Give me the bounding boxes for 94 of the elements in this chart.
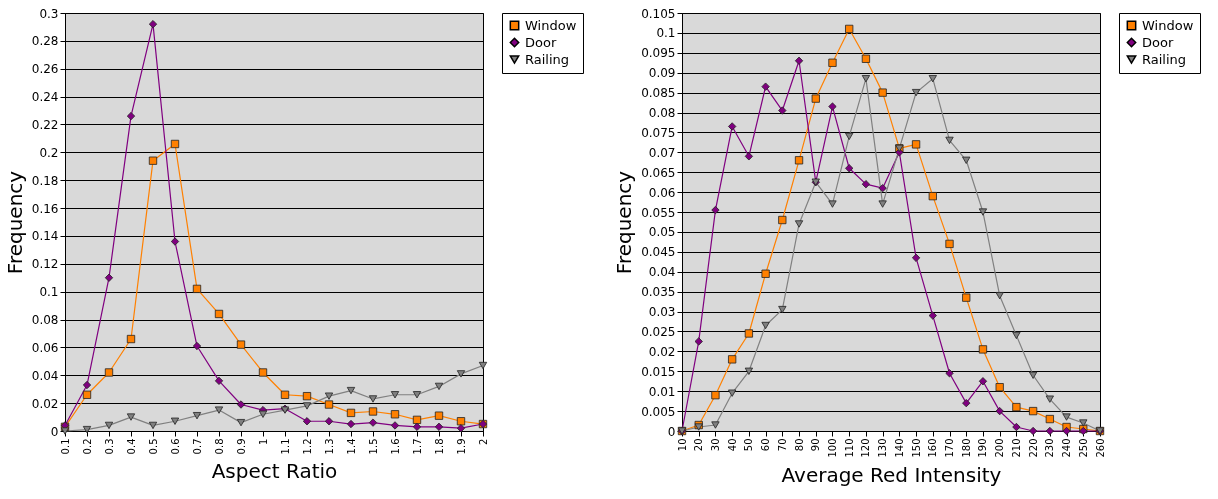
x-tick-label: 0.4	[125, 438, 137, 455]
x-tick-label: 70	[776, 438, 788, 452]
y-tick-label: 0.085	[641, 86, 676, 101]
y-tick-label: 0.07	[648, 145, 676, 160]
x-tick-label: 50	[743, 438, 755, 452]
x-tick-label: 0.8	[213, 438, 225, 455]
x-axis-title: Aspect Ratio	[211, 459, 338, 484]
x-tick-label: 0.9	[235, 438, 247, 455]
y-tick-label: 0.14	[31, 229, 59, 244]
x-tick-label: 1.5	[367, 438, 379, 455]
legend-label: Railing	[525, 51, 570, 67]
y-tick-label: 0.045	[641, 245, 676, 260]
x-tick-label: 190	[977, 438, 989, 458]
y-tick-label: 0.26	[31, 62, 59, 77]
x-tick-label: 10	[676, 438, 688, 452]
x-tick-label: 0.5	[147, 438, 159, 455]
y-tick-label: 0.1	[656, 26, 676, 41]
x-tick-label: 0.2	[81, 438, 93, 455]
y-tick-label: 0.28	[31, 34, 59, 49]
x-tick-label: 2	[477, 438, 489, 445]
y-tick-label: 0.015	[641, 364, 676, 379]
x-tick-label: 1.8	[433, 438, 445, 455]
x-tick-label: 100	[826, 438, 838, 458]
x-tick-label: 1.1	[279, 438, 291, 455]
y-tick-label: 0.025	[641, 324, 676, 339]
y-tick-label: 0.02	[648, 344, 676, 359]
y-axis-title: Frequency	[2, 170, 27, 275]
x-tick-label: 1.7	[411, 438, 423, 455]
legend-label: Window	[1142, 17, 1194, 33]
y-tick-label: 0.16	[31, 201, 59, 216]
y-tick-label: 0.08	[648, 106, 676, 121]
x-tick-label: 120	[860, 438, 872, 458]
x-tick-label: 80	[793, 438, 805, 452]
y-tick-label: 0.105	[641, 6, 676, 21]
y-tick-label: 0.065	[641, 165, 676, 180]
x-tick-label: 30	[709, 438, 721, 452]
x-tick-label: 1.6	[389, 438, 401, 455]
y-tick-label: 0.06	[31, 340, 59, 355]
x-tick-label: 0.3	[103, 438, 115, 455]
legend-label: Window	[525, 17, 577, 33]
y-tick-label: 0.22	[31, 117, 59, 132]
legend-label: Railing	[1142, 51, 1187, 67]
y-tick-label: 0.075	[641, 125, 676, 140]
x-tick-label: 130	[877, 438, 889, 458]
y-tick-label: 0.3	[39, 6, 59, 21]
x-tick-label: 0.7	[191, 438, 203, 455]
y-tick-label: 0.08	[31, 313, 59, 328]
y-tick-label: 0.04	[648, 265, 676, 280]
y-tick-label: 0.055	[641, 205, 676, 220]
y-tick-label: 0.2	[39, 145, 59, 160]
x-tick-label: 220	[1027, 438, 1039, 458]
x-tick-label: 1.9	[455, 438, 467, 455]
x-tick-label: 210	[1010, 438, 1022, 458]
x-tick-label: 1.4	[345, 438, 357, 455]
y-tick-label: 0.24	[31, 90, 59, 105]
x-tick-label: 60	[760, 438, 772, 452]
x-tick-label: 1.3	[323, 438, 335, 455]
y-tick-label: 0.02	[31, 396, 59, 411]
x-tick-label: 0.6	[169, 438, 181, 455]
y-tick-label: 0.01	[648, 384, 676, 399]
y-tick-label: 0	[50, 424, 59, 439]
x-tick-label: 140	[893, 438, 905, 458]
x-tick-label: 150	[910, 438, 922, 458]
x-tick-label: 1	[257, 438, 269, 445]
y-tick-label: 0	[667, 424, 676, 439]
x-tick-label: 20	[693, 438, 705, 452]
y-axis-title: Frequency	[612, 170, 637, 275]
x-tick-label: 250	[1077, 438, 1089, 458]
legend-label: Door	[525, 34, 557, 50]
x-tick-label: 170	[944, 438, 956, 458]
y-tick-label: 0.1	[39, 285, 59, 300]
x-tick-label: 200	[994, 438, 1006, 458]
y-tick-label: 0.03	[648, 305, 676, 320]
y-tick-label: 0.09	[648, 66, 676, 81]
y-tick-label: 0.12	[31, 257, 59, 272]
y-tick-label: 0.005	[641, 404, 676, 419]
y-tick-label: 0.095	[641, 46, 676, 61]
x-tick-label: 0.1	[59, 438, 71, 455]
x-axis-title: Average Red Intensity	[781, 462, 1002, 487]
x-tick-label: 160	[927, 438, 939, 458]
y-tick-label: 0.04	[31, 368, 59, 383]
x-tick-label: 110	[843, 438, 855, 458]
y-tick-label: 0.18	[31, 173, 59, 188]
x-tick-label: 260	[1094, 438, 1106, 458]
x-tick-label: 90	[810, 438, 822, 452]
legend-label: Door	[1142, 34, 1174, 50]
y-tick-label: 0.035	[641, 285, 676, 300]
x-tick-label: 180	[960, 438, 972, 458]
y-tick-label: 0.05	[648, 225, 676, 240]
x-tick-label: 1.2	[301, 438, 313, 455]
x-tick-label: 230	[1044, 438, 1056, 458]
y-tick-label: 0.06	[648, 185, 676, 200]
x-tick-label: 240	[1061, 438, 1073, 458]
x-tick-label: 40	[726, 438, 738, 452]
